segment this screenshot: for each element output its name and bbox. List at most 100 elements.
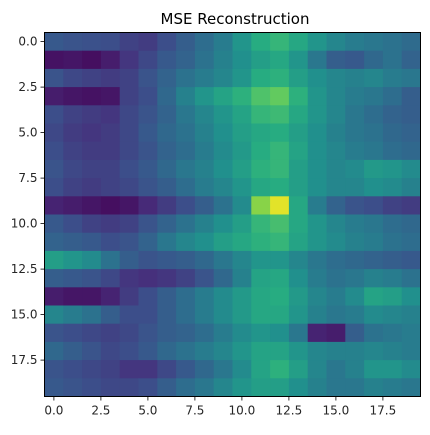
heatmap-cell (288, 341, 309, 361)
heatmap-cell (138, 378, 158, 397)
heatmap-cell (138, 105, 158, 124)
heatmap-cell (63, 68, 83, 88)
heatmap-cell (326, 305, 346, 325)
y-tick-label: 17.5 (11, 353, 38, 367)
heatmap-cell (63, 323, 83, 343)
heatmap-cell (157, 196, 177, 215)
heatmap-cell (157, 32, 177, 52)
heatmap-cell (251, 232, 271, 252)
heatmap-cell (213, 269, 233, 288)
heatmap-cell (82, 360, 102, 379)
heatmap-cell (82, 123, 102, 143)
heatmap-cell (382, 341, 403, 361)
heatmap-cell (382, 196, 403, 215)
heatmap-cell (270, 123, 290, 143)
heatmap-cell (326, 196, 346, 215)
heatmap-cell (270, 232, 290, 252)
heatmap-cell (326, 214, 346, 234)
heatmap-cell (270, 68, 290, 88)
heatmap-cell (270, 250, 290, 270)
heatmap-cell (194, 269, 215, 288)
heatmap-cell (345, 32, 365, 52)
heatmap-cell (119, 378, 139, 397)
heatmap-cell (63, 305, 83, 325)
heatmap-cell (100, 360, 121, 379)
heatmap-cell (176, 323, 196, 343)
heatmap-cell (232, 178, 252, 197)
heatmap-cell (401, 341, 421, 361)
heatmap-cell (194, 214, 215, 234)
heatmap-cell (307, 123, 327, 143)
y-tick-label: 5.0 (18, 126, 37, 140)
heatmap-cell (44, 105, 64, 124)
heatmap-cell (119, 269, 139, 288)
heatmap-cell (100, 141, 121, 161)
heatmap-cell (382, 378, 403, 397)
heatmap-cell (232, 323, 252, 343)
axes-frame (44, 32, 421, 397)
heatmap-cell (232, 305, 252, 325)
heatmap-cell (157, 123, 177, 143)
heatmap-cell (138, 287, 158, 306)
heatmap-cell (270, 196, 290, 215)
heatmap-cell (194, 232, 215, 252)
heatmap-cell (326, 123, 346, 143)
heatmap-cell (176, 305, 196, 325)
heatmap-cell (251, 159, 271, 179)
heatmap-cell (194, 105, 215, 124)
heatmap-cell (251, 68, 271, 88)
heatmap-cell (345, 50, 365, 70)
heatmap-cell (307, 87, 327, 106)
heatmap-cell (138, 159, 158, 179)
heatmap-cell (382, 305, 403, 325)
heatmap-cell (270, 269, 290, 288)
y-tick-label: 15.0 (11, 308, 38, 322)
heatmap-cell (288, 196, 309, 215)
heatmap-cell (44, 159, 64, 179)
heatmap-cell (82, 341, 102, 361)
heatmap-cell (232, 287, 252, 306)
heatmap-cell (364, 378, 384, 397)
heatmap-cell (63, 341, 83, 361)
heatmap-cell (44, 214, 64, 234)
heatmap-cell (307, 196, 327, 215)
heatmap-cell (382, 250, 403, 270)
heatmap-cell (176, 378, 196, 397)
heatmap-cell (288, 32, 309, 52)
heatmap-cell (270, 341, 290, 361)
heatmap-cell (288, 123, 309, 143)
heatmap-cell (326, 87, 346, 106)
heatmap-cell (345, 159, 365, 179)
heatmap-cell (176, 105, 196, 124)
heatmap-cell (364, 50, 384, 70)
heatmap-cell (194, 378, 215, 397)
heatmap-cell (176, 269, 196, 288)
heatmap-cell (345, 341, 365, 361)
heatmap-cell (382, 32, 403, 52)
heatmap-cell (401, 305, 421, 325)
heatmap-cell (345, 269, 365, 288)
heatmap-cell (82, 159, 102, 179)
heatmap-cell (82, 178, 102, 197)
heatmap-cell (119, 287, 139, 306)
heatmap-cell (119, 32, 139, 52)
heatmap-cell (326, 250, 346, 270)
heatmap-cell (44, 68, 64, 88)
heatmap-cell (232, 159, 252, 179)
heatmap-cell (119, 178, 139, 197)
heatmap-cell (401, 105, 421, 124)
heatmap-cell (364, 178, 384, 197)
heatmap-cell (63, 232, 83, 252)
heatmap-cell (251, 105, 271, 124)
heatmap-cell (194, 250, 215, 270)
heatmap-cell (345, 105, 365, 124)
heatmap-cell (82, 305, 102, 325)
heatmap-cell (364, 196, 384, 215)
heatmap-cell (176, 232, 196, 252)
heatmap-cell (401, 378, 421, 397)
heatmap-cell (82, 378, 102, 397)
heatmap-cell (232, 123, 252, 143)
heatmap-cell (138, 178, 158, 197)
heatmap-cell (44, 305, 64, 325)
heatmap-cell (157, 159, 177, 179)
